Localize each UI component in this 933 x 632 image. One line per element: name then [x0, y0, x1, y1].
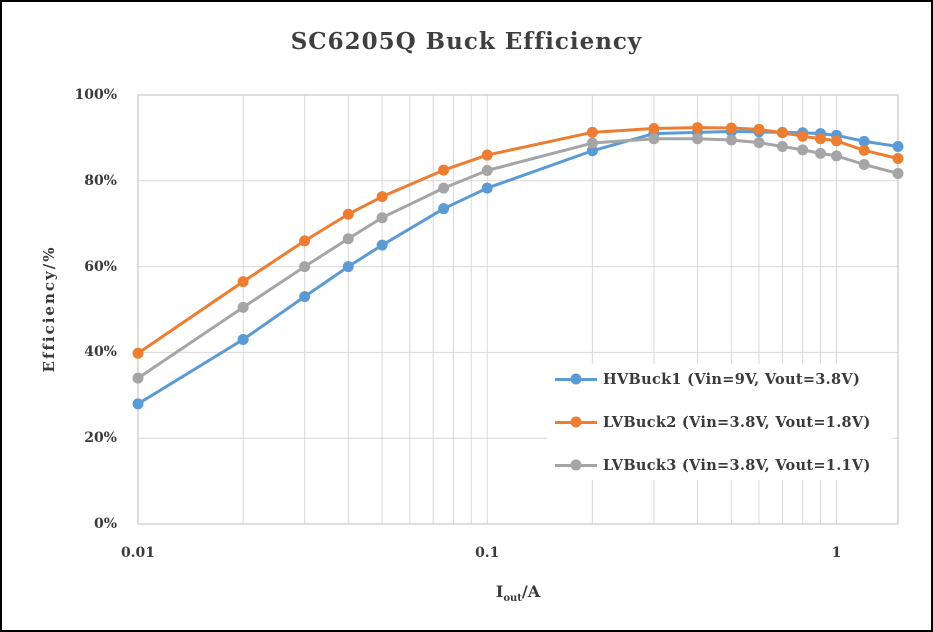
lvbuck3-marker — [299, 261, 311, 273]
y-tick-label: 80% — [84, 172, 117, 189]
hvbuck1-marker — [892, 140, 904, 152]
x-axis-title-symbol: I — [495, 581, 504, 601]
y-tick-label: 0% — [93, 516, 117, 532]
y-tick-label: 60% — [84, 258, 117, 275]
lvbuck3-legend-dot — [570, 459, 582, 471]
lvbuck3-marker — [376, 212, 388, 224]
hvbuck1-legend-marker-icon — [555, 373, 597, 385]
hvbuck1-legend-dot — [570, 373, 582, 385]
lvbuck2-marker — [481, 149, 493, 161]
x-axis-title: Iout/A — [496, 582, 540, 604]
lvbuck2-marker — [892, 152, 904, 164]
lvbuck2-legend-dot — [570, 416, 582, 428]
lvbuck3-legend-label: LVBuck3 (Vin=3.8V, Vout=1.1V) — [603, 456, 871, 474]
lvbuck2-marker — [753, 123, 765, 135]
lvbuck2-marker — [376, 191, 388, 203]
lvbuck2-marker — [831, 135, 843, 147]
lvbuck2-marker — [342, 208, 354, 220]
lvbuck3-marker — [892, 168, 904, 180]
chart-title: SC6205Q Buck Efficiency — [290, 28, 643, 55]
lvbuck2-marker — [692, 122, 704, 134]
hvbuck1-marker — [586, 145, 598, 157]
y-tick-label: 40% — [84, 344, 117, 361]
y-axis-title: Efficiency/% — [40, 245, 58, 373]
lvbuck3-marker — [648, 133, 660, 145]
hvbuck1-legend-label: HVBuck1 (Vin=9V, Vout=3.8V) — [603, 370, 861, 388]
lvbuck2-marker — [299, 235, 311, 247]
legend-item-lvbuck3: LVBuck3 (Vin=3.8V, Vout=1.1V) — [547, 450, 892, 480]
lvbuck3-marker — [753, 137, 765, 149]
lvbuck3-marker — [438, 182, 450, 194]
lvbuck2-marker — [858, 144, 870, 156]
hvbuck1-marker — [858, 135, 870, 147]
y-tick-label: 100% — [74, 87, 117, 103]
y-tick-label: 20% — [84, 430, 117, 447]
lvbuck2-marker — [648, 122, 660, 134]
hvbuck1-marker — [438, 203, 450, 215]
hvbuck1-marker — [481, 182, 493, 194]
lvbuck2-marker — [237, 276, 249, 288]
lvbuck3-marker — [815, 147, 827, 159]
lvbuck3-marker — [586, 137, 598, 149]
x-axis-title-unit: /A — [521, 581, 541, 601]
x-tick-label: 1 — [831, 545, 842, 561]
lvbuck3-marker — [132, 372, 144, 384]
hvbuck1-marker — [299, 291, 311, 303]
hvbuck1-marker — [342, 261, 354, 273]
lvbuck3-marker — [831, 150, 843, 162]
lvbuck2-legend-marker-icon — [555, 416, 597, 428]
lvbuck3-marker — [481, 165, 493, 177]
lvbuck2-marker — [725, 122, 737, 134]
hvbuck1-marker — [376, 239, 388, 251]
lvbuck2-marker — [586, 126, 598, 138]
lvbuck2-marker — [815, 133, 827, 145]
plot-border — [137, 94, 899, 525]
x-tick-label: 0.01 — [120, 545, 156, 561]
x-tick-label: 0.1 — [475, 545, 500, 561]
lvbuck3-marker — [725, 134, 737, 146]
legend-item-hvbuck1: HVBuck1 (Vin=9V, Vout=3.8V) — [547, 364, 892, 394]
legend-item-lvbuck2: LVBuck2 (Vin=3.8V, Vout=1.8V) — [547, 407, 892, 437]
hvbuck1-marker — [237, 334, 249, 346]
lvbuck3-marker — [237, 301, 249, 313]
lvbuck3-marker — [342, 233, 354, 245]
legend: HVBuck1 (Vin=9V, Vout=3.8V) LVBuck2 (Vin=… — [547, 364, 892, 480]
lvbuck3-marker — [776, 140, 788, 152]
lvbuck2-marker — [132, 347, 144, 359]
lvbuck3-marker — [797, 144, 809, 156]
hvbuck1-marker — [132, 398, 144, 410]
lvbuck3-line — [136, 137, 900, 380]
lvbuck3-marker — [692, 133, 704, 145]
lvbuck3-marker — [858, 158, 870, 170]
lvbuck2-marker — [776, 127, 788, 139]
lvbuck2-marker — [797, 130, 809, 142]
lvbuck2-marker — [438, 164, 450, 176]
x-axis-title-subscript: out — [503, 593, 522, 605]
lvbuck2-legend-label: LVBuck2 (Vin=3.8V, Vout=1.8V) — [603, 413, 871, 431]
lvbuck3-legend-marker-icon — [555, 459, 597, 471]
